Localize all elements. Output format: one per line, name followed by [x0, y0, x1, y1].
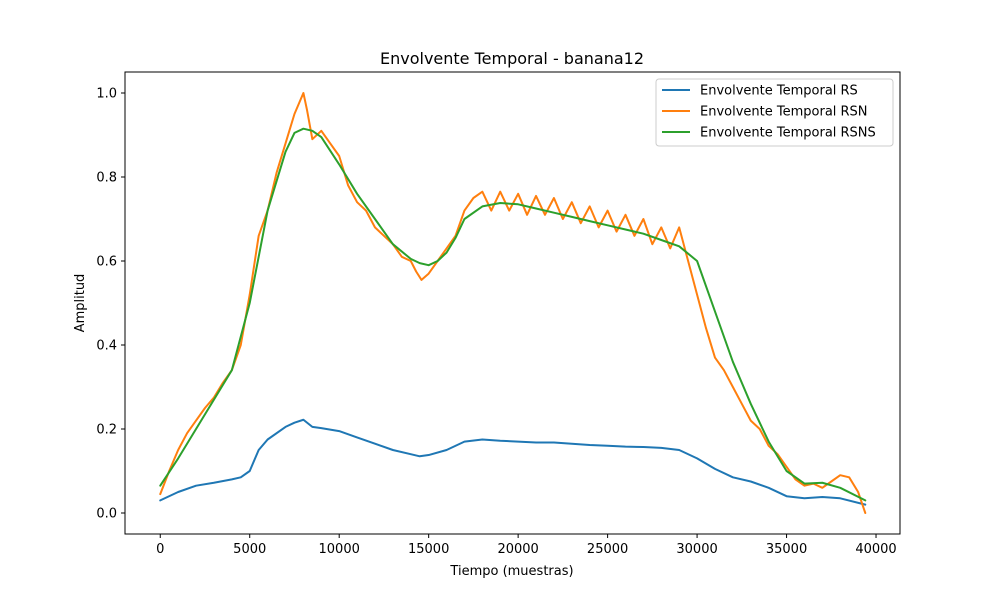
- y-tick-label: 0.8: [96, 171, 117, 186]
- plot-frame: [124, 71, 901, 535]
- legend-label-2: Envolvente Temporal RSN: [700, 105, 868, 120]
- y-tick-label: 0.4: [96, 339, 117, 354]
- y-tick-label: 0.6: [96, 255, 117, 270]
- series-line-2: [159, 92, 867, 514]
- x-tick-label: 40000: [855, 542, 896, 557]
- x-tick-label: 30000: [676, 542, 717, 557]
- y-axis: 0.0 0.2 0.4 0.6 0.8 1.0: [96, 87, 125, 522]
- legend-entries: Envolvente Temporal RS Envolvente Tempora…: [662, 84, 876, 141]
- x-tick-label: 15000: [408, 542, 449, 557]
- legend-label-3: Envolvente Temporal RSNS: [700, 126, 876, 141]
- legend-box: [655, 78, 894, 147]
- y-tick-label: 0.2: [96, 423, 117, 438]
- y-tick-label: 0.0: [96, 507, 117, 522]
- series-line-1: [159, 418, 867, 506]
- x-axis-label: Tiempo (muestras): [449, 564, 573, 579]
- x-tick-label: 0: [156, 542, 164, 557]
- series-layer: [159, 92, 867, 514]
- y-axis-label: Amplitud: [73, 274, 88, 333]
- x-tick-label: 20000: [497, 542, 538, 557]
- x-tick-label: 5000: [233, 542, 266, 557]
- y-tick-label: 1.0: [96, 87, 117, 102]
- x-tick-label: 25000: [587, 542, 628, 557]
- legend: Envolvente Temporal RS Envolvente Tempora…: [655, 78, 894, 147]
- x-axis: 0 5000 10000 15000 20000 25000 30000 35000 40000: [156, 534, 897, 557]
- chart-title: Envolvente Temporal - banana12: [380, 49, 644, 68]
- series-line-3: [159, 127, 867, 502]
- x-tick-label: 35000: [766, 542, 807, 557]
- x-tick-label: 10000: [319, 542, 360, 557]
- legend-label-1: Envolvente Temporal RS: [700, 84, 858, 99]
